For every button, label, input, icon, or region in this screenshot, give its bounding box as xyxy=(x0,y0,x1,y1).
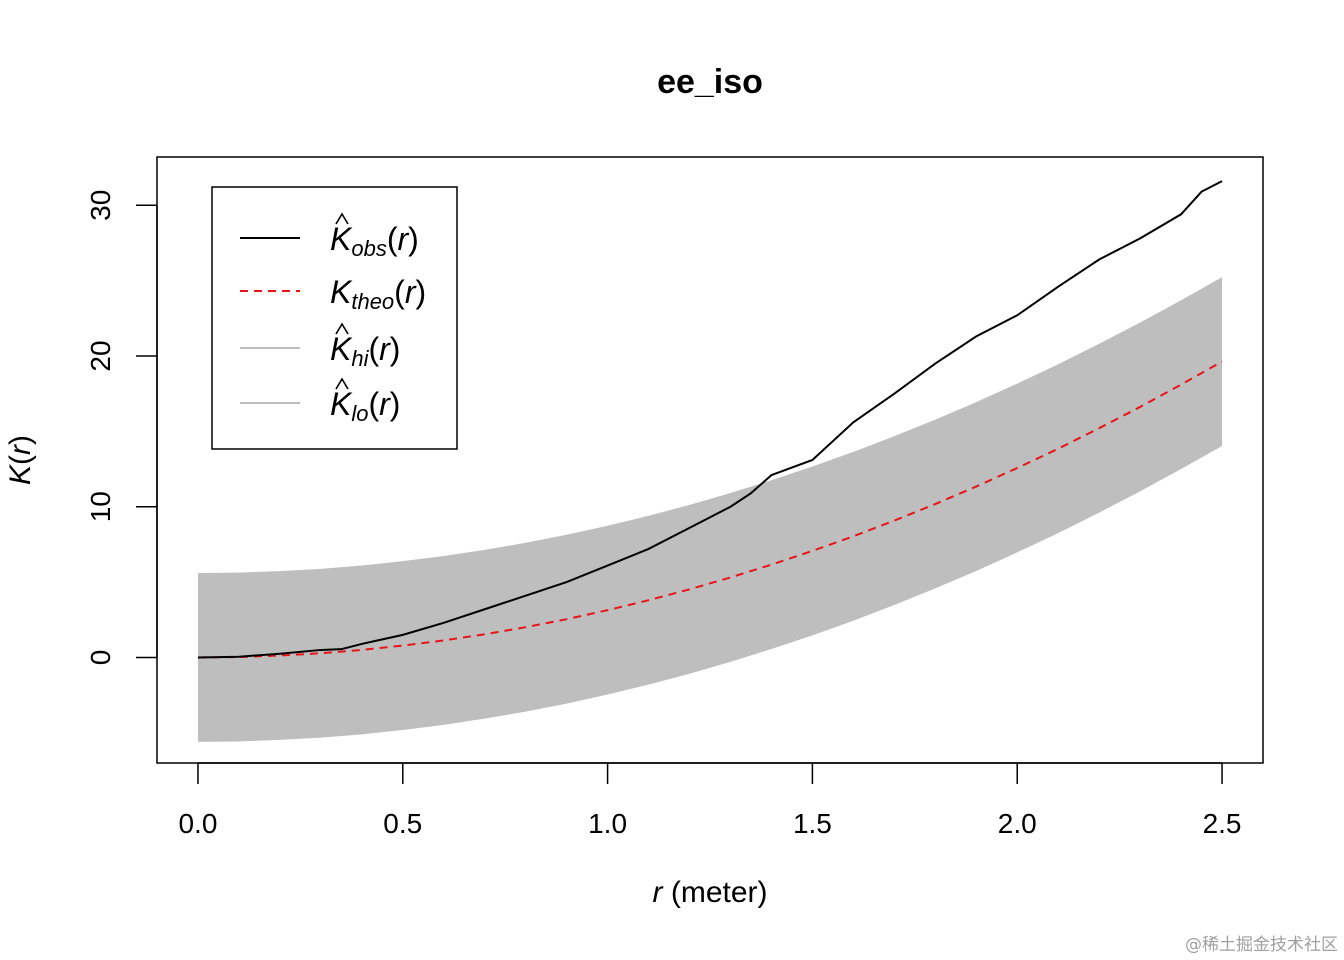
legend-label-lo: Klo(r) xyxy=(330,386,400,426)
y-tick-label: 10 xyxy=(85,491,116,522)
x-tick-label: 1.5 xyxy=(793,808,832,839)
y-axis-label-open: ( xyxy=(4,455,37,465)
y-tick-label: 0 xyxy=(85,650,116,666)
x-axis: 0.0 0.5 1.0 1.5 2.0 2.5 xyxy=(178,762,1242,839)
legend-label-obs: Kobs(r) xyxy=(330,221,419,261)
legend-paren-close: ) xyxy=(390,386,401,422)
legend-subscript: obs xyxy=(351,236,386,261)
legend-symbol: K xyxy=(330,386,353,422)
x-tick-label: 1.0 xyxy=(588,808,627,839)
legend-paren-close: ) xyxy=(415,274,426,310)
x-axis-label: r (meter) xyxy=(653,876,768,909)
series-lines-layer xyxy=(197,180,1223,659)
hat-accent-icon xyxy=(335,212,349,225)
legend-box xyxy=(211,186,458,450)
hat-accent-icon xyxy=(335,322,349,335)
y-tick-label: 20 xyxy=(85,340,116,371)
legend-arg: r xyxy=(397,221,409,257)
y-axis-label-var: r xyxy=(4,444,37,455)
watermark: @稀土掘金技术社区 xyxy=(1185,935,1338,955)
envelope-band-layer xyxy=(197,277,1223,742)
legend-subscript: theo xyxy=(351,289,394,314)
series-line-theo xyxy=(197,360,1223,659)
legend-label-theo: Ktheo(r) xyxy=(330,274,426,314)
legend-symbol: K xyxy=(330,274,353,310)
x-axis-label-var: r xyxy=(653,876,664,909)
legend-paren-close: ) xyxy=(408,221,419,257)
legend: Kobs(r)Ktheo(r)Khi(r)Klo(r) xyxy=(211,186,458,450)
legend-arg: r xyxy=(379,386,391,422)
legend-paren-open: ( xyxy=(394,274,405,310)
hat-accent-icon xyxy=(335,377,349,390)
legend-paren-close: ) xyxy=(390,331,401,367)
envelope-band xyxy=(197,277,1223,742)
y-axis-label-close: ) xyxy=(4,435,37,445)
x-tick-label: 0.5 xyxy=(383,808,422,839)
y-axis-label: K(r) xyxy=(4,435,37,485)
y-axis: 0 10 20 30 xyxy=(85,190,158,666)
legend-paren-open: ( xyxy=(368,386,379,422)
legend-symbol: K xyxy=(330,331,353,367)
x-axis-label-unit: (meter) xyxy=(663,876,768,909)
legend-symbol: K xyxy=(330,221,353,257)
y-tick-label: 30 xyxy=(85,190,116,221)
y-axis-label-fn: K xyxy=(4,463,37,485)
legend-subscript: lo xyxy=(351,401,368,426)
legend-arg: r xyxy=(405,274,417,310)
x-tick-label: 0.0 xyxy=(178,808,217,839)
legend-arg: r xyxy=(379,331,391,367)
x-tick-label: 2.0 xyxy=(998,808,1037,839)
legend-label-hi: Khi(r) xyxy=(330,331,400,371)
legend-paren-open: ( xyxy=(387,221,398,257)
legend-subscript: hi xyxy=(351,346,369,371)
x-tick-label: 2.5 xyxy=(1203,808,1242,839)
legend-paren-open: ( xyxy=(368,331,379,367)
chart-title: ee_iso xyxy=(657,63,763,101)
series-line-obs xyxy=(197,180,1223,659)
